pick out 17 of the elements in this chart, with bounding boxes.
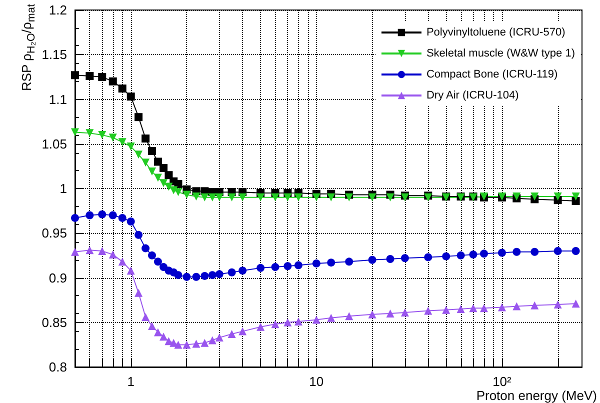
y-tick-label: 0.8 — [48, 360, 67, 374]
y-tick-label: 0.85 — [42, 314, 67, 330]
legend-label: Compact Bone (ICRU-119) — [426, 68, 558, 80]
x-tick-label: 1 — [127, 374, 134, 389]
y-tick-label: 0.9 — [48, 270, 67, 286]
x-tick-label: 10² — [492, 374, 512, 389]
legend-label: Polyvinyltoluene (ICRU-570) — [426, 26, 566, 38]
legend-label: Dry Air (ICRU-104) — [426, 90, 519, 102]
y-tick-label: 1.05 — [42, 136, 67, 152]
x-tick-label: 10 — [309, 374, 324, 389]
y-tick-label: 1.2 — [48, 2, 67, 18]
y-tick-label: 0.95 — [42, 226, 67, 241]
x-axis-title: Proton energy (MeV) — [476, 388, 597, 403]
y-tick-label: 1.15 — [42, 47, 67, 62]
legend-label: Skeletal muscle (W&W type 1) — [426, 48, 576, 60]
y-tick-label: 1.1 — [48, 92, 67, 107]
y-tick-label: 1 — [60, 181, 67, 196]
